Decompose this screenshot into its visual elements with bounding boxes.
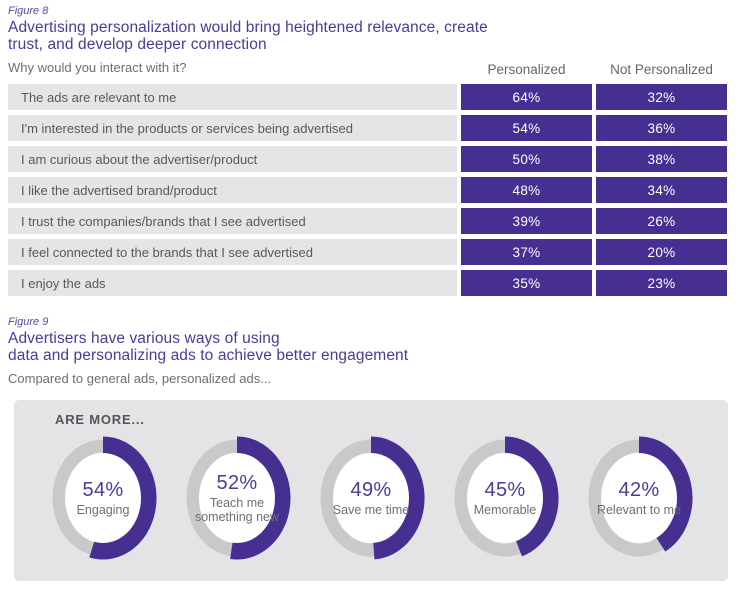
row-label: I enjoy the ads xyxy=(8,270,457,296)
donut-center-text: 45% Memorable xyxy=(450,435,560,561)
not-personalized-value: 38% xyxy=(596,146,727,172)
not-personalized-value: 34% xyxy=(596,177,727,203)
donut-label: Save me time xyxy=(332,502,410,517)
figure9-texts: Figure 9 Advertisers have various ways o… xyxy=(0,316,742,388)
figure8-title: Advertising personalization would bring … xyxy=(8,19,727,53)
donut-ring xyxy=(588,436,693,557)
row-label: I trust the companies/brands that I see … xyxy=(8,208,457,234)
donut-percent: 52% xyxy=(216,471,258,494)
figure8-title-line1: Advertising personalization would bring … xyxy=(8,19,488,36)
figure9-title-line1: Advertisers have various ways of using xyxy=(8,330,280,347)
figure9-title-line2: data and personalizing ads to achieve be… xyxy=(8,346,409,364)
figure8-title-line2: trust, and develop deeper connection xyxy=(8,35,267,53)
donut-center-text: 52% Teach me something new xyxy=(182,435,292,561)
personalized-value: 39% xyxy=(461,208,592,234)
personalized-value: 37% xyxy=(461,239,592,265)
figure8-subtitle: Why would you interact with it? xyxy=(8,60,187,75)
column-header-personalized: Personalized xyxy=(487,62,566,77)
table-row: I like the advertised brand/product 48% 34… xyxy=(8,177,727,203)
donut-percent: 49% xyxy=(350,478,392,501)
row-label: I like the advertised brand/product xyxy=(8,177,457,203)
not-personalized-value: 20% xyxy=(596,239,727,265)
donut-label: Teach me something new xyxy=(194,495,280,525)
donut-percent: 45% xyxy=(484,478,526,501)
table-row: I enjoy the ads 35% 23% xyxy=(8,270,727,296)
not-personalized-value: 23% xyxy=(596,270,727,296)
column-header-not-personalized: Not Personalized xyxy=(610,62,713,77)
donut-percent: 42% xyxy=(618,478,660,501)
donut-ring xyxy=(52,436,157,560)
donut-chart: 45% Memorable xyxy=(450,435,560,561)
donut-label: Relevant to me xyxy=(596,502,682,517)
figure8-meta-row: Why would you interact with it? Personal… xyxy=(8,60,727,77)
donut-label: Memorable xyxy=(473,502,537,517)
not-personalized-value: 36% xyxy=(596,115,727,141)
figure8-table: The ads are relevant to me 64% 32% I'm inte… xyxy=(8,84,727,296)
table-row: I trust the companies/brands that I see … xyxy=(8,208,727,234)
donut-chart: 49% Save me time xyxy=(316,435,426,561)
personalized-value: 50% xyxy=(461,146,592,172)
table-row: I'm interested in the products or servic… xyxy=(8,115,727,141)
donut-ring xyxy=(186,436,291,560)
donut-label: Engaging xyxy=(76,502,130,517)
figure9-label: Figure 9 xyxy=(8,316,49,328)
donut-chart: 52% Teach me something new xyxy=(182,435,292,561)
donut-percent: 54% xyxy=(82,478,124,501)
figure9-title: Advertisers have various ways of using d… xyxy=(8,330,727,364)
donut-chart: 42% Relevant to me xyxy=(584,435,694,561)
table-row: I am curious about the advertiser/produc… xyxy=(8,146,727,172)
figure8-section: Figure 8 Advertising personalization wou… xyxy=(0,0,742,296)
figure9-subtitle: Compared to general ads, personalized ad… xyxy=(8,371,272,386)
donut-charts-row: 54% Engaging 52% Teach me something new 49% S… xyxy=(14,435,728,561)
row-label: I'm interested in the products or servic… xyxy=(8,115,457,141)
row-label: The ads are relevant to me xyxy=(8,84,457,110)
figure9-panel: ARE MORE... 54% Engaging 52% Teach me somet… xyxy=(14,400,728,581)
personalized-value: 48% xyxy=(461,177,592,203)
donut-ring xyxy=(454,436,559,557)
donut-center-text: 42% Relevant to me xyxy=(584,435,694,561)
personalized-value: 54% xyxy=(461,115,592,141)
panel-heading: ARE MORE... xyxy=(55,412,145,427)
not-personalized-value: 32% xyxy=(596,84,727,110)
table-row: I feel connected to the brands that I se… xyxy=(8,239,727,265)
personalized-value: 35% xyxy=(461,270,592,296)
personalized-value: 64% xyxy=(461,84,592,110)
donut-center-text: 54% Engaging xyxy=(48,435,158,561)
figure8-label: Figure 8 xyxy=(8,5,49,17)
figure9-section: Figure 9 Advertisers have various ways o… xyxy=(0,316,742,581)
donut-center-text: 49% Save me time xyxy=(316,435,426,561)
not-personalized-value: 26% xyxy=(596,208,727,234)
row-label: I feel connected to the brands that I se… xyxy=(8,239,457,265)
column-headers: Personalized Not Personalized xyxy=(461,62,727,77)
donut-ring xyxy=(320,436,425,560)
row-label: I am curious about the advertiser/produc… xyxy=(8,146,457,172)
donut-chart: 54% Engaging xyxy=(48,435,158,561)
table-row: The ads are relevant to me 64% 32% xyxy=(8,84,727,110)
